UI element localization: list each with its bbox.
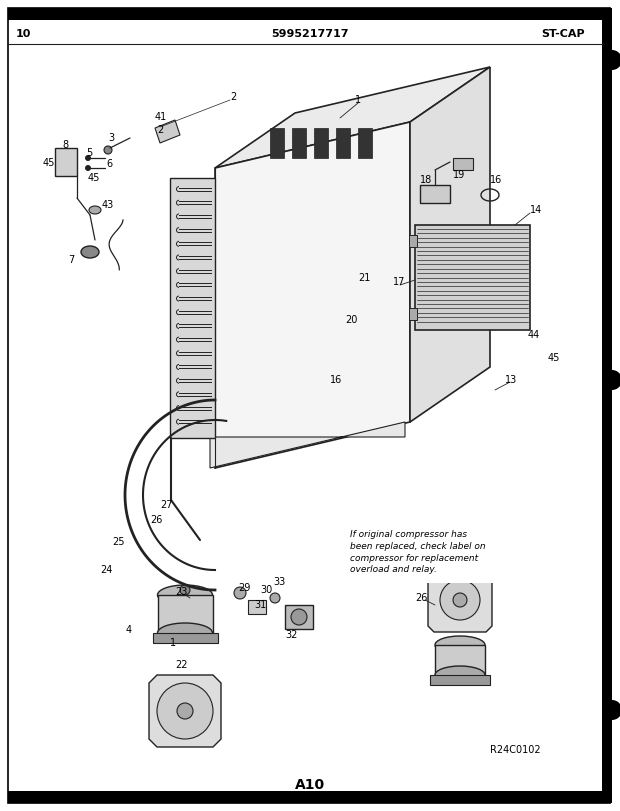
Text: 33: 33 — [273, 577, 285, 587]
Polygon shape — [215, 67, 490, 168]
Text: 4: 4 — [126, 625, 132, 635]
Circle shape — [291, 609, 307, 625]
Text: 19: 19 — [453, 170, 465, 180]
Circle shape — [104, 146, 112, 154]
Text: 5995217717: 5995217717 — [272, 29, 348, 39]
Bar — [358, 128, 372, 158]
Text: 43: 43 — [102, 200, 114, 210]
Polygon shape — [149, 675, 221, 747]
Circle shape — [85, 165, 91, 171]
Text: 45: 45 — [43, 158, 55, 168]
Text: ST-CAP: ST-CAP — [541, 29, 585, 39]
Bar — [170, 178, 215, 438]
Polygon shape — [215, 122, 410, 468]
Circle shape — [234, 587, 246, 599]
Ellipse shape — [435, 666, 485, 684]
Text: 23: 23 — [175, 587, 187, 597]
Ellipse shape — [435, 636, 485, 654]
Text: 1: 1 — [355, 95, 361, 105]
Bar — [420, 185, 450, 203]
Circle shape — [453, 593, 467, 607]
Circle shape — [180, 585, 190, 595]
Text: If original compressor has
been replaced, check label on
compressor for replacem: If original compressor has been replaced… — [350, 530, 485, 574]
Bar — [158, 595, 213, 633]
Text: 18: 18 — [420, 175, 432, 185]
Bar — [8, 791, 610, 803]
Text: 24: 24 — [100, 565, 112, 575]
Text: 8: 8 — [62, 140, 68, 150]
Text: 2: 2 — [230, 92, 236, 102]
Text: 1: 1 — [170, 638, 176, 648]
Ellipse shape — [157, 585, 213, 605]
Text: 6: 6 — [106, 159, 112, 169]
Text: 16: 16 — [330, 375, 342, 385]
Circle shape — [440, 580, 480, 620]
Ellipse shape — [157, 623, 213, 643]
Bar — [409, 235, 417, 247]
Circle shape — [177, 703, 193, 719]
Circle shape — [270, 593, 280, 603]
Text: 22: 22 — [175, 660, 187, 670]
Text: 26: 26 — [415, 593, 427, 603]
Text: 10: 10 — [16, 29, 32, 39]
Polygon shape — [210, 422, 405, 468]
Bar — [430, 675, 490, 685]
Text: 14: 14 — [530, 205, 542, 215]
Bar — [336, 128, 350, 158]
Text: 26: 26 — [150, 515, 162, 525]
Text: 27: 27 — [160, 500, 172, 510]
Circle shape — [602, 370, 620, 390]
Circle shape — [602, 700, 620, 720]
Bar — [153, 633, 218, 643]
Text: 20: 20 — [345, 315, 357, 325]
Text: 17: 17 — [393, 277, 405, 287]
Ellipse shape — [81, 246, 99, 258]
Text: 2: 2 — [157, 125, 163, 135]
Circle shape — [157, 683, 213, 739]
Bar — [314, 128, 328, 158]
Text: 29: 29 — [238, 583, 250, 593]
Polygon shape — [428, 568, 492, 632]
Text: 13: 13 — [505, 375, 517, 385]
Text: 32: 32 — [285, 630, 298, 640]
Text: 45: 45 — [88, 173, 100, 183]
Bar — [435, 645, 485, 675]
Text: 21: 21 — [358, 273, 370, 283]
Polygon shape — [155, 120, 180, 143]
Text: 25: 25 — [112, 537, 125, 547]
Text: 41: 41 — [155, 112, 167, 122]
Ellipse shape — [89, 206, 101, 214]
Bar — [415, 225, 530, 330]
Bar — [55, 148, 77, 176]
Text: A10: A10 — [295, 778, 325, 792]
Text: 44: 44 — [528, 330, 540, 340]
Polygon shape — [410, 67, 490, 422]
Bar — [292, 128, 306, 158]
Text: 16: 16 — [490, 175, 502, 185]
Text: 31: 31 — [254, 600, 266, 610]
Bar — [453, 158, 473, 170]
Text: 3: 3 — [108, 133, 114, 143]
Text: R24C0102: R24C0102 — [490, 745, 541, 755]
Text: 7: 7 — [68, 255, 74, 265]
Circle shape — [85, 155, 91, 161]
Bar — [285, 605, 313, 629]
Bar — [270, 128, 284, 158]
Circle shape — [602, 50, 620, 70]
Text: 30: 30 — [260, 585, 272, 595]
Bar — [409, 308, 417, 320]
Bar — [602, 8, 612, 803]
Text: 5: 5 — [86, 148, 92, 158]
Text: 45: 45 — [548, 353, 560, 363]
Bar — [248, 600, 266, 614]
Bar — [8, 8, 610, 20]
